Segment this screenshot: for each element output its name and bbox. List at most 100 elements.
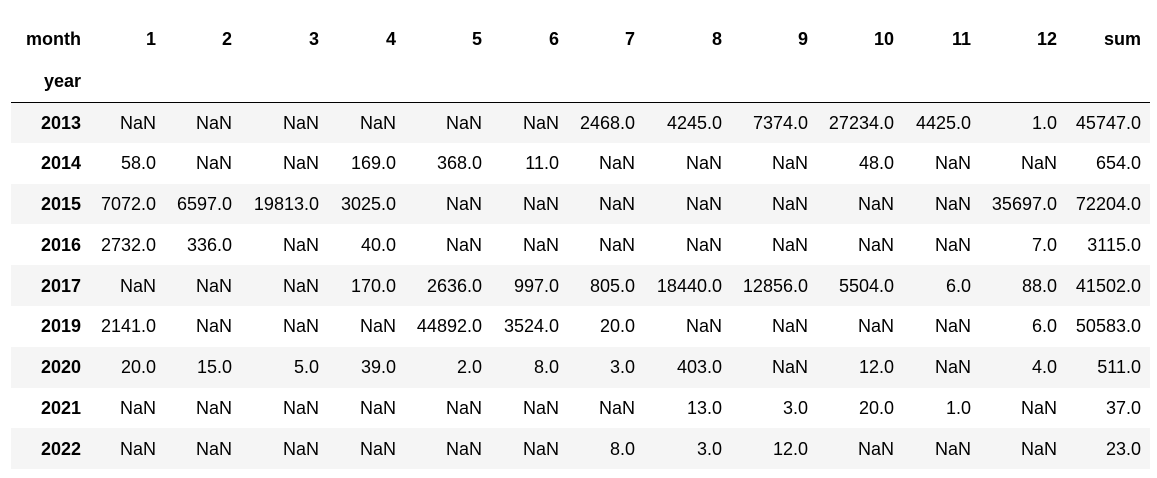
table-cell: 3025.0 (340, 193, 396, 214)
table-cell: 7.0 (1031, 234, 1057, 255)
table-cell: 20.0 (599, 316, 635, 337)
table-cell: 19813.0 (253, 193, 319, 214)
empty-header-cell (328, 60, 405, 103)
table-cell: NaN (857, 438, 894, 459)
table-cell: NaN (598, 153, 635, 174)
table-cell: NaN (1020, 153, 1057, 174)
sum-cell: 654.0 (1095, 153, 1141, 174)
table-cell: NaN (119, 112, 156, 133)
table-cell: 336.0 (186, 234, 232, 255)
table-cell: NaN (445, 193, 482, 214)
table-row: 2014 58.0 NaN NaN 169.0 368.0 11.0 NaN NaN NaN 48.… (11, 142, 1150, 184)
table-cell: NaN (282, 112, 319, 133)
table-cell: NaN (119, 438, 156, 459)
table-cell: NaN (445, 438, 482, 459)
table-cell: 4.0 (1031, 357, 1057, 378)
column-header: 10 (873, 29, 894, 49)
table-cell: 20.0 (120, 357, 156, 378)
empty-header-cell (644, 60, 731, 103)
table-row: 2015 7072.0 6597.0 19813.0 3025.0 NaN NaN NaN Na… (11, 183, 1150, 225)
table-cell: 2.0 (456, 357, 482, 378)
table-cell: 6.0 (945, 275, 971, 296)
table-cell: NaN (359, 438, 396, 459)
table-cell: 44892.0 (416, 316, 482, 337)
column-header-sum: sum (1103, 29, 1141, 49)
table-cell: NaN (1020, 438, 1057, 459)
table-cell: 18440.0 (656, 275, 722, 296)
table-cell: NaN (445, 234, 482, 255)
table-cell: NaN (119, 397, 156, 418)
empty-header-cell (1066, 60, 1150, 103)
table-cell: 12.0 (858, 357, 894, 378)
table-cell: NaN (522, 438, 559, 459)
table-cell: 20.0 (858, 397, 894, 418)
row-index-year: 2020 (40, 357, 81, 378)
table-cell: NaN (934, 357, 971, 378)
table-cell: 6597.0 (176, 193, 232, 214)
table-row: 2022 NaN NaN NaN NaN NaN NaN 8.0 3.0 12.0 NaN NaN Na… (11, 428, 1150, 470)
table-row: 2016 2732.0 336.0 NaN 40.0 NaN NaN NaN NaN NaN NaN… (11, 224, 1150, 266)
table-cell: 3.0 (782, 397, 808, 418)
table-cell: NaN (282, 153, 319, 174)
table-cell: 1.0 (945, 397, 971, 418)
table-cell: NaN (282, 234, 319, 255)
table-cell: 7072.0 (100, 193, 156, 214)
table-cell: 39.0 (360, 357, 396, 378)
column-header: 11 (951, 29, 971, 49)
table-cell: 2141.0 (100, 316, 156, 337)
row-index-year: 2021 (40, 397, 81, 418)
table-cell: 170.0 (350, 275, 396, 296)
table-cell: NaN (195, 438, 232, 459)
table-cell: 48.0 (858, 153, 894, 174)
table-cell: NaN (282, 275, 319, 296)
row-index-year: 2017 (40, 275, 81, 296)
table-row: 2019 2141.0 NaN NaN NaN 44892.0 3524.0 20.0 NaN N… (11, 305, 1150, 347)
table-row: 2017 NaN NaN NaN 170.0 2636.0 997.0 805.0 18440.… (11, 265, 1150, 306)
table-cell: NaN (119, 275, 156, 296)
column-header-row: month 1 2 3 4 5 6 7 8 9 10 11 12 sum (11, 18, 1150, 60)
row-index-year: 2013 (40, 112, 81, 133)
table-cell: NaN (195, 112, 232, 133)
sum-cell: 50583.0 (1075, 316, 1141, 337)
index-header-row: year (11, 60, 1150, 103)
table-cell: NaN (359, 112, 396, 133)
column-header: 9 (797, 29, 808, 49)
column-header: 3 (308, 29, 319, 49)
table-cell: 3.0 (696, 438, 722, 459)
column-header: 12 (1036, 29, 1057, 49)
sum-cell: 37.0 (1105, 397, 1141, 418)
row-index-year: 2019 (40, 316, 81, 337)
table-cell: 88.0 (1021, 275, 1057, 296)
table-cell: 12.0 (772, 438, 808, 459)
table-cell: 4245.0 (666, 112, 722, 133)
table-cell: 8.0 (609, 438, 635, 459)
dataframe-table: month 1 2 3 4 5 6 7 8 9 10 11 12 sum yea… (11, 18, 1150, 470)
table-cell: NaN (445, 397, 482, 418)
empty-header-cell (165, 60, 241, 103)
table-cell: 5.0 (293, 357, 319, 378)
table-cell: 7374.0 (752, 112, 808, 133)
sum-cell: 72204.0 (1075, 193, 1141, 214)
table-cell: NaN (934, 234, 971, 255)
table-cell: NaN (282, 438, 319, 459)
table-cell: 58.0 (120, 153, 156, 174)
table-cell: NaN (282, 316, 319, 337)
table-cell: NaN (857, 234, 894, 255)
empty-header-cell (405, 60, 491, 103)
table-cell: NaN (857, 316, 894, 337)
row-index-year: 2015 (40, 193, 81, 214)
table-cell: NaN (195, 153, 232, 174)
table-cell: NaN (934, 193, 971, 214)
table-cell: NaN (771, 153, 808, 174)
table-cell: 1.0 (1031, 112, 1057, 133)
table-cell: NaN (195, 316, 232, 337)
table-cell: NaN (771, 316, 808, 337)
column-header: 8 (711, 29, 722, 49)
sum-cell: 511.0 (1097, 357, 1141, 378)
row-index-year: 2022 (40, 438, 81, 459)
empty-header-cell (980, 60, 1066, 103)
index-name-header: year (11, 60, 90, 103)
table-cell: NaN (522, 397, 559, 418)
table-cell: 3524.0 (503, 316, 559, 337)
table-row: 2013 NaN NaN NaN NaN NaN NaN 2468.0 4245.0 7374.0… (11, 102, 1150, 143)
